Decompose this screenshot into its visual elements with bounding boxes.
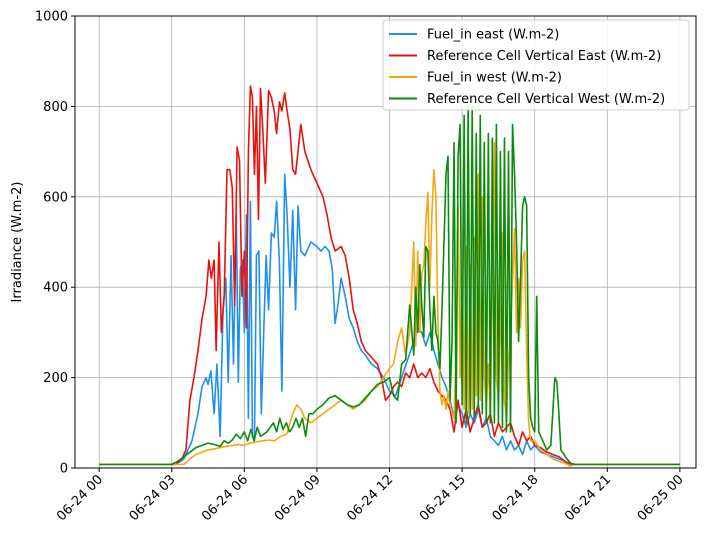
legend: Fuel_in east (W.m-2) Reference Cell Verti… — [383, 20, 689, 110]
y-axis-ticks: 0 200 400 600 800 1000 — [35, 10, 75, 477]
x-tick-label: 06-25 00 — [635, 472, 687, 524]
x-tick-label: 06-24 12 — [344, 472, 396, 524]
x-tick-label: 06-24 09 — [272, 472, 324, 524]
y-tick-label: 400 — [43, 281, 68, 296]
y-tick-label: 0 — [60, 462, 68, 477]
y-tick-label: 1000 — [35, 10, 68, 25]
x-tick-label: 06-24 15 — [417, 472, 469, 524]
legend-label: Reference Cell Vertical West (W.m-2) — [427, 92, 665, 107]
x-tick-label: 06-24 18 — [490, 472, 542, 524]
y-tick-label: 200 — [43, 371, 68, 386]
x-tick-label: 06-24 00 — [54, 472, 106, 524]
x-tick-label: 06-24 03 — [127, 472, 179, 524]
y-tick-label: 600 — [43, 190, 68, 205]
legend-label: Reference Cell Vertical East (W.m-2) — [427, 49, 661, 64]
y-axis-label: Irradiance (W.m-2) — [10, 182, 25, 303]
legend-label: Fuel_in east (W.m-2) — [427, 28, 559, 43]
y-tick-label: 800 — [43, 100, 68, 115]
legend-label: Fuel_in west (W.m-2) — [427, 71, 562, 86]
x-tick-label: 06-24 06 — [199, 472, 251, 524]
x-tick-label: 06-24 21 — [562, 472, 614, 524]
x-axis-ticks: 06-24 00 06-24 03 06-24 06 06-24 09 06-24 12… — [54, 468, 687, 524]
